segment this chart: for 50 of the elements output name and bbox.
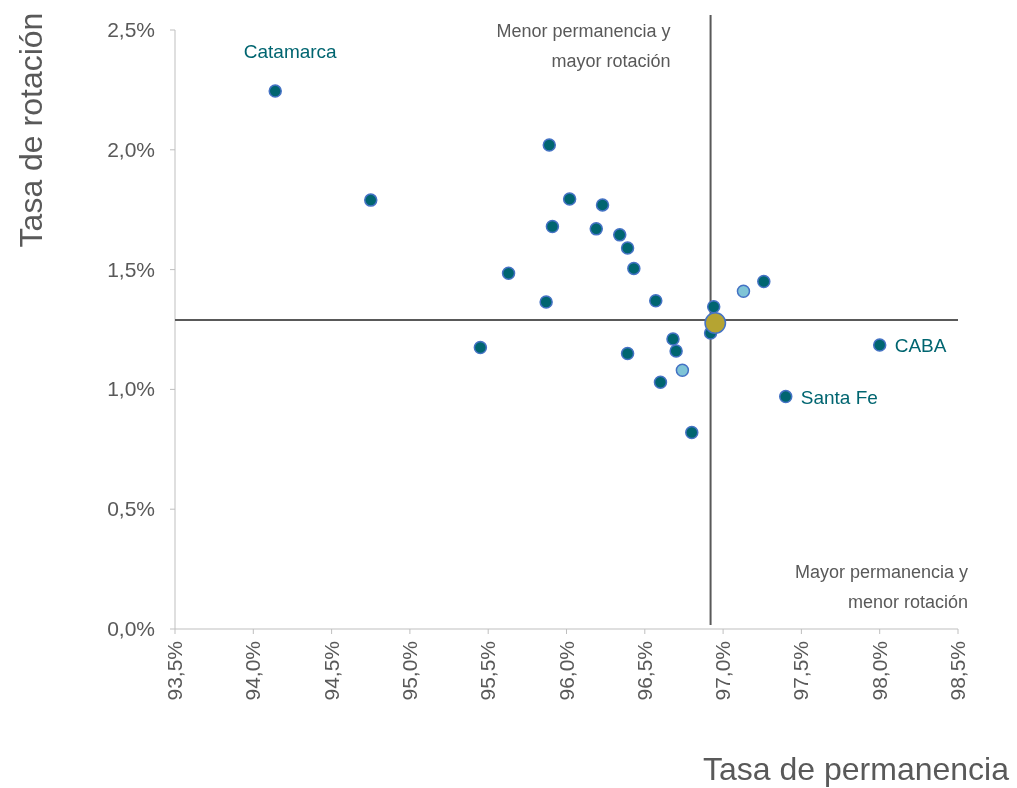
x-tick-label: 93,5% (163, 641, 186, 701)
x-tick-label: 98,0% (867, 641, 891, 701)
point (757, 274, 771, 289)
point (545, 219, 560, 234)
point (736, 284, 751, 298)
point (706, 299, 721, 314)
x-tick-label: 94,0% (241, 641, 265, 701)
point (627, 261, 641, 276)
point (669, 344, 683, 358)
point (620, 346, 635, 361)
x-tick-label: 95,0% (397, 641, 421, 701)
x-tick-label: 96,5% (632, 641, 656, 701)
point (653, 375, 668, 389)
annotation: Menor permanencia y mayor rotación (496, 21, 671, 71)
point (872, 338, 887, 352)
point (612, 228, 627, 242)
point (268, 84, 282, 98)
x-tick-label: 97,5% (789, 641, 813, 701)
point (620, 241, 635, 255)
point (778, 389, 793, 404)
point (675, 363, 690, 377)
y-tick-label: 2,5% (107, 18, 155, 41)
x-tick-label: 98,5% (946, 641, 969, 701)
y-tick-label: 2,0% (107, 137, 155, 161)
point (589, 222, 603, 236)
x-tick-label: 95,5% (476, 641, 500, 701)
point (649, 294, 663, 308)
annotation: Santa Fe (800, 386, 878, 408)
y-tick-label: 0,0% (107, 617, 155, 640)
annotation: Mayor permanencia y menor rotación (794, 562, 968, 612)
x-tick-label: 96,0% (554, 641, 578, 701)
x-tick-label: 97,0% (711, 641, 735, 701)
point (542, 138, 557, 152)
point (704, 312, 727, 334)
x-tick-label: 94,5% (319, 641, 343, 701)
y-tick-label: 1,0% (107, 377, 155, 401)
point (595, 198, 610, 212)
point (685, 425, 699, 440)
point (473, 340, 488, 355)
y-axis-title: Tasa de rotación (13, 12, 49, 248)
point (666, 332, 680, 346)
point (364, 193, 378, 207)
point (501, 266, 516, 280)
y-tick-label: 0,5% (107, 497, 155, 521)
y-tick-label: 1,5% (107, 257, 155, 281)
annotation: CABA (894, 335, 947, 357)
annotation: Catamarca (243, 41, 338, 63)
point (562, 192, 577, 206)
x-axis-title: Tasa de permanencia (703, 751, 1010, 787)
point (539, 295, 553, 309)
